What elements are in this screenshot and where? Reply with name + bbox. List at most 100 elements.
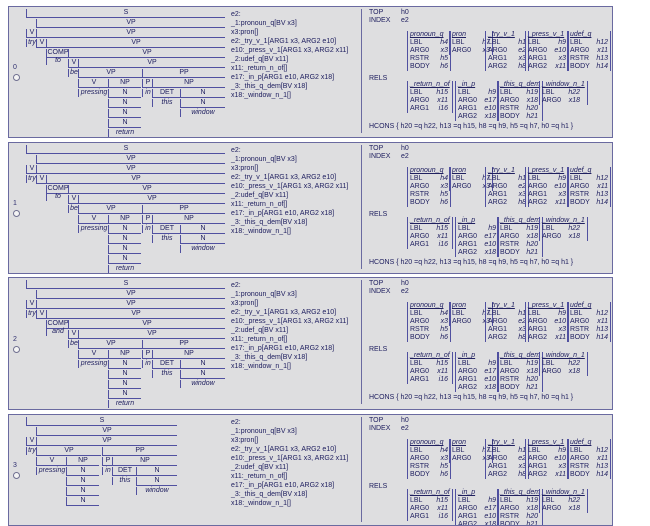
select-parse-radio[interactable] xyxy=(13,346,20,353)
tree-node-vp: VP xyxy=(36,300,225,309)
ep-feature-name: LBL xyxy=(410,360,423,367)
ep-feature-value: h9 xyxy=(558,447,566,454)
avm-top-label: TOP xyxy=(369,9,384,16)
ep-feature: LBL h19 xyxy=(500,497,540,505)
ep-feature-value: h12 xyxy=(596,310,608,317)
ep-feature: LBL h12 xyxy=(570,175,608,183)
tree-node-vp: VP xyxy=(78,330,225,339)
parse-index: 1 xyxy=(13,200,17,207)
ep-feature: LBL h4 xyxy=(410,310,448,318)
ep-predicate: _this_q_dem xyxy=(500,81,541,88)
select-parse-radio[interactable] xyxy=(13,472,20,479)
ep-feature-name: BODY xyxy=(500,249,520,256)
ep-feature-value: h21 xyxy=(526,113,538,120)
ep-predicate: _try_v_1 xyxy=(488,439,515,446)
ep-feature-value: x3 xyxy=(440,318,448,325)
ep-feature-name: BODY xyxy=(410,63,430,70)
mrs-line: x18:_window_n_1[] xyxy=(231,92,291,99)
ep-feature-value: h15 xyxy=(436,360,448,367)
ep-pressv1: _press_v_1 LBL h9 ARG0 e10 ARG1 x3 ARG2 x11 xyxy=(525,31,569,71)
ep-feature-value: x3 xyxy=(482,318,490,325)
ep-returnnof: _return_n_of LBL h15 ARG0 x11 ARG1 i16 xyxy=(407,81,453,113)
ep-predicate: udef_q xyxy=(570,31,592,38)
ep-thisqdem: _this_q_dem LBL h19 ARG0 x18 RSTR h20 BODY h21 xyxy=(497,217,544,257)
ep-feature: BODY h6 xyxy=(410,63,448,71)
ep-feature-name: ARG0 xyxy=(570,455,590,462)
mrs-line: e10:_press_v_1[ARG1 x3, ARG2 x11] xyxy=(231,47,349,54)
tree-node-vp: VP xyxy=(36,29,225,38)
ep-feature: ARG2 x18 xyxy=(458,384,496,392)
tree-node-s: S xyxy=(26,417,177,426)
ep-predicate: udef_q xyxy=(570,439,592,446)
ep-predicate: _press_v_1 xyxy=(528,31,565,38)
select-parse-radio[interactable] xyxy=(13,210,20,217)
ep-feature-value: x3 xyxy=(482,47,490,54)
tree-node-vp: VP xyxy=(36,447,101,456)
tree-node-n: N xyxy=(180,370,225,379)
ep-feature-name: RSTR xyxy=(570,191,590,198)
mrs-line: e10:_press_v_1[ARG1 x3, ARG2 x11] xyxy=(231,183,349,190)
ep-feature: ARG0 e17 xyxy=(458,97,496,105)
parse-index: 2 xyxy=(13,336,17,343)
ep-windown1: _window_n_1 LBL h22 ARG0 x18 xyxy=(539,489,588,513)
ep-feature: ARG0 x18 xyxy=(542,97,585,105)
ep-feature: ARG1 e10 xyxy=(458,376,496,384)
tree-node-n: N xyxy=(108,245,141,254)
ep-feature-name: LBL xyxy=(458,89,471,96)
mrs-line: x3:pron[] xyxy=(231,29,259,36)
mrs-line: _3:_this_q_dem[BV x18] xyxy=(231,354,308,361)
ep-feature-value: x11 xyxy=(555,63,566,70)
ep-feature: ARG2 x11 xyxy=(528,471,566,479)
ep-feature: LBL h7 xyxy=(452,310,490,318)
ep-feature-name: RSTR xyxy=(410,326,430,333)
mrs-line: _3:_this_q_dem[BV x18] xyxy=(231,491,308,498)
ep-feature-value: h12 xyxy=(596,447,608,454)
mrs-line: e2: xyxy=(231,282,241,289)
tree-node-in: in xyxy=(142,360,153,368)
ep-feature-value: x11 xyxy=(597,455,608,462)
ep-feature-value: x11 xyxy=(597,318,608,325)
avm-structure: TOP h0 INDEX e2 RELS pronoun_q LBL h4 ARG0 x3 RSTR… xyxy=(369,9,611,135)
ep-feature-value: x18 xyxy=(568,97,580,104)
ep-feature-value: h6 xyxy=(440,199,448,206)
ep-udefq: udef_q LBL h12 ARG0 x11 RSTR h13 BODY h14 xyxy=(567,439,611,479)
tree-node-p: P xyxy=(142,215,153,224)
mrs-line: e17:_in_p[ARG1 e10, ARG2 x18] xyxy=(231,210,335,217)
select-parse-radio[interactable] xyxy=(13,74,20,81)
ep-feature: ARG2 x11 xyxy=(528,334,566,342)
ep-feature: ARG0 x3 xyxy=(410,318,448,326)
ep-feature-value: x11 xyxy=(437,505,448,512)
ep-feature-name: LBL xyxy=(528,175,541,182)
ep-feature-name: ARG1 xyxy=(488,326,508,333)
ep-feature: LBL h12 xyxy=(570,447,608,455)
tree-node-n: N xyxy=(180,99,225,108)
mrs-line: x18:_window_n_1[] xyxy=(231,228,291,235)
ep-feature-value: h8 xyxy=(518,63,526,70)
ep-feature-name: ARG1 xyxy=(410,376,430,383)
tree-node-be: be xyxy=(68,69,79,77)
ep-feature-name: ARG1 xyxy=(488,191,508,198)
ep-feature-value: x3 xyxy=(558,191,566,198)
tree-node-pp: PP xyxy=(142,340,225,349)
avm-rels-label: RELS xyxy=(369,75,388,82)
ep-feature-value: h4 xyxy=(440,39,448,46)
ep-feature-value: h12 xyxy=(596,39,608,46)
tree-node-vp: VP xyxy=(46,310,225,319)
ep-feature-value: h7 xyxy=(482,175,490,182)
ep-predicate: pronoun_q xyxy=(410,167,444,174)
ep-feature-name: ARG1 xyxy=(488,55,508,62)
tree-node-n: N xyxy=(180,225,225,234)
ep-feature-value: i16 xyxy=(438,376,448,383)
tree-node-det: DET xyxy=(112,467,137,476)
ep-feature-name: LBL xyxy=(528,447,541,454)
ep-feature: LBL h9 xyxy=(458,225,496,233)
ep-feature: RSTR h20 xyxy=(500,376,540,384)
tree-node-n: N xyxy=(108,109,141,118)
ep-feature-name: ARG2 xyxy=(458,113,478,120)
ep-feature: LBL h7 xyxy=(452,175,490,183)
ep-feature-name: ARG2 xyxy=(458,521,478,526)
ep-feature-value: h6 xyxy=(440,334,448,341)
ep-feature-name: ARG0 xyxy=(410,455,430,462)
mrs-line: _1:pronoun_q[BV x3] xyxy=(231,156,297,163)
tree-node-comp: COMP xyxy=(46,49,69,58)
